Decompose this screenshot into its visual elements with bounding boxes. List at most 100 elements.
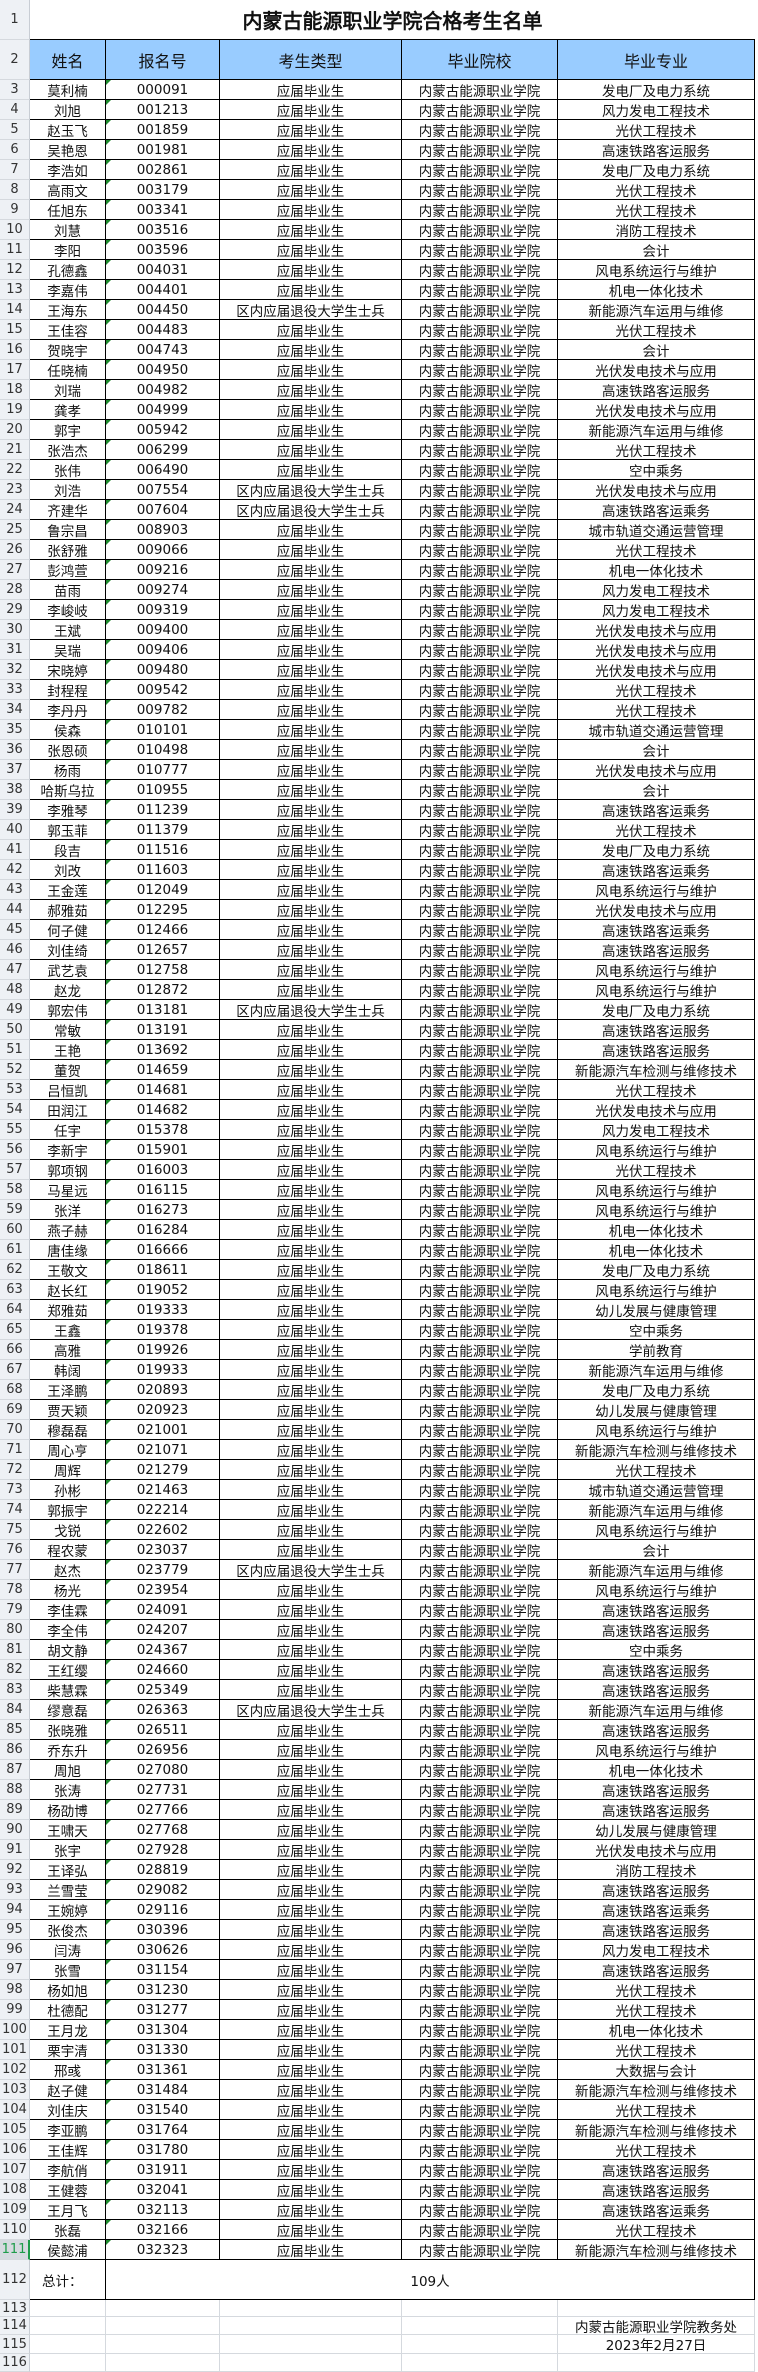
- reg-no-cell[interactable]: 024660: [106, 1660, 220, 1680]
- cell[interactable]: [220, 2354, 402, 2372]
- name-cell[interactable]: 封程程: [30, 680, 106, 700]
- name-cell[interactable]: 郭宏伟: [30, 1000, 106, 1020]
- school-cell[interactable]: 内蒙古能源职业学院: [402, 640, 558, 660]
- major-cell[interactable]: 风电系统运行与维护: [558, 960, 755, 980]
- major-cell[interactable]: 幼儿发展与健康管理: [558, 1820, 755, 1840]
- reg-no-cell[interactable]: 027080: [106, 1760, 220, 1780]
- header-major[interactable]: 毕业专业: [558, 40, 755, 80]
- school-cell[interactable]: 内蒙古能源职业学院: [402, 320, 558, 340]
- major-cell[interactable]: 光伏工程技术: [558, 820, 755, 840]
- major-cell[interactable]: 风力发电工程技术: [558, 1120, 755, 1140]
- name-cell[interactable]: 缪意磊: [30, 1700, 106, 1720]
- row-header[interactable]: 8: [0, 180, 30, 200]
- row-header[interactable]: 87: [0, 1760, 30, 1780]
- major-cell[interactable]: 光伏工程技术: [558, 440, 755, 460]
- row-header[interactable]: 6: [0, 140, 30, 160]
- cell[interactable]: [106, 2317, 220, 2335]
- row-header[interactable]: 39: [0, 800, 30, 820]
- major-cell[interactable]: 会计: [558, 240, 755, 260]
- type-cell[interactable]: 应届毕业生: [220, 400, 402, 420]
- cell[interactable]: [106, 2300, 220, 2317]
- reg-no-cell[interactable]: 003596: [106, 240, 220, 260]
- reg-no-cell[interactable]: 022214: [106, 1500, 220, 1520]
- reg-no-cell[interactable]: 009274: [106, 580, 220, 600]
- reg-no-cell[interactable]: 016115: [106, 1180, 220, 1200]
- major-cell[interactable]: 光伏工程技术: [558, 120, 755, 140]
- row-header[interactable]: 63: [0, 1280, 30, 1300]
- reg-no-cell[interactable]: 014659: [106, 1060, 220, 1080]
- row-header[interactable]: 11: [0, 240, 30, 260]
- row-header[interactable]: 3: [0, 80, 30, 100]
- header-school[interactable]: 毕业院校: [402, 40, 558, 80]
- reg-no-cell[interactable]: 023779: [106, 1560, 220, 1580]
- school-cell[interactable]: 内蒙古能源职业学院: [402, 2220, 558, 2240]
- type-cell[interactable]: 区内应届退役大学生士兵: [220, 1560, 402, 1580]
- name-cell[interactable]: 杨雨: [30, 760, 106, 780]
- school-cell[interactable]: 内蒙古能源职业学院: [402, 1840, 558, 1860]
- school-cell[interactable]: 内蒙古能源职业学院: [402, 1100, 558, 1120]
- name-cell[interactable]: 吴瑞: [30, 640, 106, 660]
- school-cell[interactable]: 内蒙古能源职业学院: [402, 1460, 558, 1480]
- school-cell[interactable]: 内蒙古能源职业学院: [402, 880, 558, 900]
- type-cell[interactable]: 应届毕业生: [220, 1860, 402, 1880]
- school-cell[interactable]: 内蒙古能源职业学院: [402, 80, 558, 100]
- row-header[interactable]: 86: [0, 1740, 30, 1760]
- type-cell[interactable]: 应届毕业生: [220, 1620, 402, 1640]
- name-cell[interactable]: 高雅: [30, 1340, 106, 1360]
- school-cell[interactable]: 内蒙古能源职业学院: [402, 360, 558, 380]
- cell[interactable]: [220, 2317, 402, 2335]
- reg-no-cell[interactable]: 029082: [106, 1880, 220, 1900]
- major-cell[interactable]: 机电一体化技术: [558, 280, 755, 300]
- row-header[interactable]: 45: [0, 920, 30, 940]
- major-cell[interactable]: 光伏发电技术与应用: [558, 620, 755, 640]
- reg-no-cell[interactable]: 009400: [106, 620, 220, 640]
- type-cell[interactable]: 应届毕业生: [220, 600, 402, 620]
- major-cell[interactable]: 发电厂及电力系统: [558, 1380, 755, 1400]
- reg-no-cell[interactable]: 031361: [106, 2060, 220, 2080]
- school-cell[interactable]: 内蒙古能源职业学院: [402, 1620, 558, 1640]
- reg-no-cell[interactable]: 005942: [106, 420, 220, 440]
- row-header[interactable]: 69: [0, 1400, 30, 1420]
- name-cell[interactable]: 宋晓婷: [30, 660, 106, 680]
- reg-no-cell[interactable]: 004031: [106, 260, 220, 280]
- reg-no-cell[interactable]: 024207: [106, 1620, 220, 1640]
- type-cell[interactable]: 应届毕业生: [220, 1960, 402, 1980]
- name-cell[interactable]: 孙彬: [30, 1480, 106, 1500]
- total-value[interactable]: 109人: [106, 2260, 755, 2300]
- name-cell[interactable]: 苗雨: [30, 580, 106, 600]
- issue-date[interactable]: 2023年2月27日: [558, 2335, 755, 2354]
- type-cell[interactable]: 应届毕业生: [220, 1720, 402, 1740]
- major-cell[interactable]: 空中乘务: [558, 1320, 755, 1340]
- row-header[interactable]: 57: [0, 1160, 30, 1180]
- reg-no-cell[interactable]: 022602: [106, 1520, 220, 1540]
- major-cell[interactable]: 高速铁路客运服务: [558, 1040, 755, 1060]
- school-cell[interactable]: 内蒙古能源职业学院: [402, 1420, 558, 1440]
- type-cell[interactable]: 应届毕业生: [220, 1920, 402, 1940]
- name-cell[interactable]: 李浩如: [30, 160, 106, 180]
- row-header[interactable]: 72: [0, 1460, 30, 1480]
- type-cell[interactable]: 应届毕业生: [220, 1460, 402, 1480]
- name-cell[interactable]: 王健蓉: [30, 2180, 106, 2200]
- reg-no-cell[interactable]: 013692: [106, 1040, 220, 1060]
- name-cell[interactable]: 张洋: [30, 1200, 106, 1220]
- type-cell[interactable]: 应届毕业生: [220, 2240, 402, 2260]
- reg-no-cell[interactable]: 032166: [106, 2220, 220, 2240]
- issuing-office[interactable]: 内蒙古能源职业学院教务处: [558, 2317, 755, 2335]
- name-cell[interactable]: 常敏: [30, 1020, 106, 1040]
- major-cell[interactable]: 高速铁路客运服务: [558, 1680, 755, 1700]
- row-header[interactable]: 91: [0, 1840, 30, 1860]
- type-cell[interactable]: 应届毕业生: [220, 660, 402, 680]
- school-cell[interactable]: 内蒙古能源职业学院: [402, 620, 558, 640]
- reg-no-cell[interactable]: 009319: [106, 600, 220, 620]
- major-cell[interactable]: 风力发电工程技术: [558, 580, 755, 600]
- reg-no-cell[interactable]: 010498: [106, 740, 220, 760]
- name-cell[interactable]: 侯森: [30, 720, 106, 740]
- type-cell[interactable]: 应届毕业生: [220, 2200, 402, 2220]
- row-header[interactable]: 73: [0, 1480, 30, 1500]
- reg-no-cell[interactable]: 003341: [106, 200, 220, 220]
- major-cell[interactable]: 发电厂及电力系统: [558, 1260, 755, 1280]
- name-cell[interactable]: 李全伟: [30, 1620, 106, 1640]
- major-cell[interactable]: 城市轨道交通运营管理: [558, 1480, 755, 1500]
- cell[interactable]: [30, 2335, 106, 2354]
- type-cell[interactable]: 区内应届退役大学生士兵: [220, 300, 402, 320]
